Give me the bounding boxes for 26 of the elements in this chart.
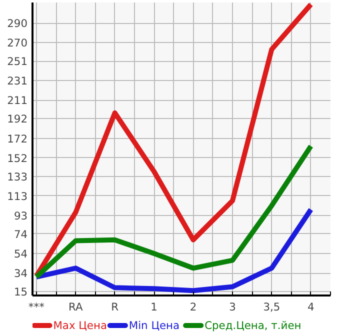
- legend-label: Сред.Цена, т.йен: [204, 319, 302, 332]
- y-tick-label: 113: [7, 190, 28, 203]
- y-tick-label: 211: [7, 94, 28, 108]
- x-tick-label: RA: [68, 300, 84, 314]
- y-tick-label: 93: [14, 209, 28, 222]
- y-tick-label: 15: [14, 286, 28, 299]
- y-tick-label: 192: [7, 112, 28, 126]
- y-tick-label: 290: [7, 17, 28, 30]
- x-tick-label: 2: [190, 300, 197, 314]
- legend-label: Min Цена: [128, 319, 180, 332]
- x-tick-label: 3: [229, 300, 236, 314]
- x-tick-label: 3,5: [263, 300, 280, 314]
- y-tick-label: 270: [7, 36, 28, 50]
- x-tick-label: R: [111, 300, 120, 314]
- legend-label: Max Цена: [53, 319, 107, 332]
- y-tick-label: 152: [7, 152, 28, 165]
- x-tick-label: 1: [150, 300, 158, 314]
- y-tick-label: 172: [7, 132, 28, 146]
- y-tick-label: 74: [14, 228, 28, 241]
- y-tick-label: 251: [7, 55, 28, 68]
- x-tick-label: ***: [28, 300, 46, 314]
- y-tick-label: 34: [14, 267, 28, 280]
- x-tick-label: 4: [308, 300, 315, 314]
- y-tick-label: 133: [7, 170, 28, 184]
- y-tick-label: 54: [14, 248, 28, 261]
- y-tick-label: 231: [7, 74, 28, 88]
